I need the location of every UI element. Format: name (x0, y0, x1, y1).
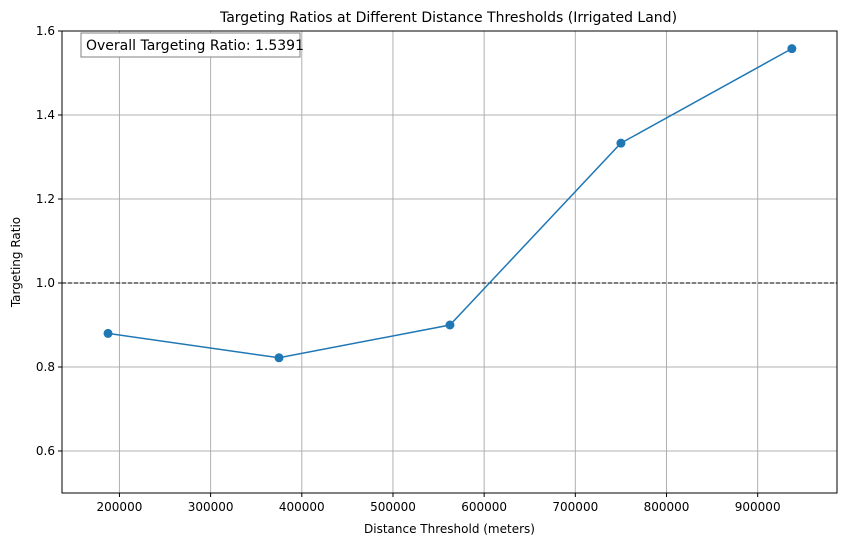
annotation-frame (80, 32, 301, 58)
y-tick-label: 1.6 (36, 24, 55, 38)
data-point (616, 138, 626, 148)
tick-group: 200000 300000 400000 500000 600000 700000 8000… (36, 24, 781, 514)
x-tick-label: 200000 (97, 500, 143, 514)
annotation-text: Overall Targeting Ratio: 1.5391 (86, 38, 304, 54)
x-tick-label: 800000 (644, 500, 690, 514)
x-axis-label: Distance Threshold (meters) (364, 522, 535, 536)
x-tick-label: 600000 (461, 500, 507, 514)
y-tick-label: 0.8 (36, 360, 55, 374)
data-point (445, 320, 455, 330)
y-tick-label: 1.4 (36, 108, 55, 122)
x-tick-label: 700000 (552, 500, 598, 514)
data-point (274, 353, 284, 363)
x-tick-label: 300000 (188, 500, 234, 514)
y-tick-label: 1.2 (36, 192, 55, 206)
chart-title: Targeting Ratios at Different Distance T… (219, 10, 677, 26)
y-tick-label: 0.6 (36, 444, 55, 458)
annotation-box: Overall Targeting Ratio: 1.5391 (80, 32, 304, 58)
plot-frame (61, 30, 838, 494)
data-point (103, 328, 113, 338)
grid (62, 30, 837, 493)
y-tick-label: 1.0 (36, 276, 55, 290)
series-group (103, 44, 797, 363)
x-tick-label: 500000 (370, 500, 416, 514)
y-axis-label: Targeting Ratio (9, 217, 23, 308)
x-tick-label: 400000 (279, 500, 325, 514)
x-tick-label: 900000 (735, 500, 781, 514)
data-point (787, 44, 797, 54)
